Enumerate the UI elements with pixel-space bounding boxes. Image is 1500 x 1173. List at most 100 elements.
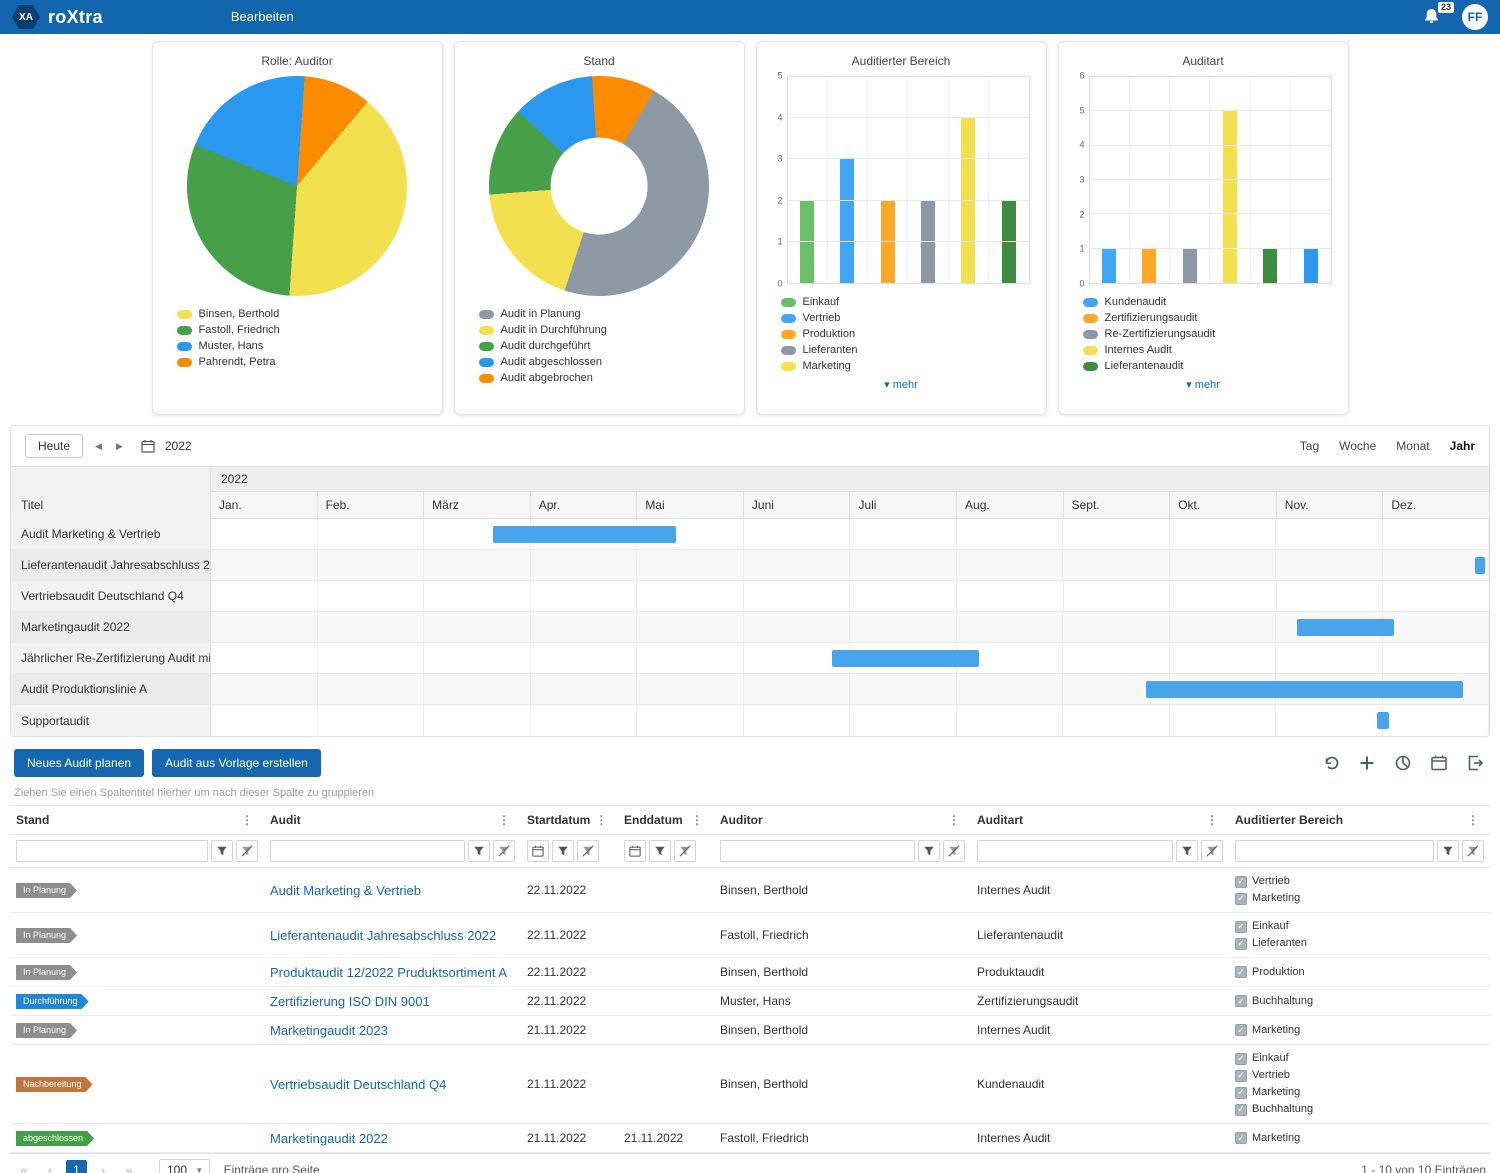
audit-link[interactable]: Zertifizierung ISO DIN 9001 xyxy=(270,993,430,1009)
bereich-checkbox-item[interactable]: ✓ Marketing xyxy=(1235,890,1484,907)
audit-link[interactable]: Marketingaudit 2022 xyxy=(270,1130,388,1146)
audit-link[interactable]: Lieferantenaudit Jahresabschluss 2022 xyxy=(270,927,497,943)
today-button[interactable]: Heute xyxy=(25,434,84,458)
audit-from-template-button[interactable]: Audit aus Vorlage erstellen xyxy=(152,749,321,777)
filter-input-auditart[interactable] xyxy=(977,840,1173,862)
clear-filter-button[interactable] xyxy=(577,840,599,862)
gantt-bar[interactable] xyxy=(1297,619,1395,636)
next-period-icon[interactable]: ▶ xyxy=(115,440,123,451)
bereich-checkbox-item[interactable]: ✓ Einkauf xyxy=(1235,918,1484,935)
column-menu-icon[interactable]: ⋮ xyxy=(241,813,253,827)
gantt-bar[interactable] xyxy=(1146,681,1464,698)
next-page-button[interactable]: › xyxy=(100,1162,106,1173)
bereich-checkbox-item[interactable]: ✓ Vertrieb xyxy=(1235,1067,1484,1084)
legend-item[interactable]: Audit in Planung xyxy=(478,308,730,320)
menu-item-bearbeiten[interactable]: Bearbeiten xyxy=(230,9,294,24)
clear-filter-button[interactable] xyxy=(493,840,515,862)
gantt-bar[interactable] xyxy=(1376,712,1390,729)
filter-input-stand[interactable] xyxy=(16,840,208,862)
audit-link[interactable]: Vertriebsaudit Deutschland Q4 xyxy=(270,1076,447,1092)
calendar-icon[interactable] xyxy=(1430,754,1448,772)
legend-item[interactable]: Produktion xyxy=(780,328,1032,340)
column-header-auditart[interactable]: Auditart ⋮ xyxy=(971,806,1229,834)
filter-button[interactable] xyxy=(1437,840,1459,862)
gantt-year[interactable]: 2022 xyxy=(164,439,192,453)
legend-item[interactable]: Pahrendt, Petra xyxy=(176,356,428,368)
filter-input-audit[interactable] xyxy=(270,840,465,862)
legend-more-link[interactable]: ▾ mehr xyxy=(1186,379,1220,391)
column-header-stand[interactable]: Stand ⋮ xyxy=(10,806,264,834)
notifications-bell-icon[interactable]: 23 xyxy=(1422,2,1454,27)
legend-item[interactable]: Lieferantenaudit xyxy=(1082,360,1334,372)
legend-item[interactable]: Muster, Hans xyxy=(176,340,428,352)
legend-item[interactable]: Marketing xyxy=(780,360,1032,372)
filter-button[interactable] xyxy=(649,840,671,862)
pie-chart-icon[interactable] xyxy=(1394,754,1412,772)
column-header-auditierter-bereich[interactable]: Auditierter Bereich ⋮ xyxy=(1229,806,1490,834)
legend-item[interactable]: Fastoll, Friedrich xyxy=(176,324,428,336)
column-header-auditor[interactable]: Auditor ⋮ xyxy=(714,806,971,834)
column-header-enddatum[interactable]: Enddatum ⋮ xyxy=(618,806,714,834)
clear-filter-button[interactable] xyxy=(1201,840,1223,862)
filter-button[interactable] xyxy=(468,840,490,862)
column-menu-icon[interactable]: ⋮ xyxy=(595,813,608,827)
filter-input-auditor[interactable] xyxy=(720,840,915,862)
column-menu-icon[interactable]: ⋮ xyxy=(498,813,510,827)
view-mode-jahr[interactable]: Jahr xyxy=(1449,439,1475,453)
column-header-audit[interactable]: Audit ⋮ xyxy=(264,806,521,834)
bereich-checkbox-item[interactable]: ✓ Buchhaltung xyxy=(1235,1101,1484,1118)
filter-button[interactable] xyxy=(1176,840,1198,862)
last-page-button[interactable]: » xyxy=(125,1162,133,1173)
legend-item[interactable]: Audit in Durchführung xyxy=(478,324,730,336)
bereich-checkbox-item[interactable]: ✓ Marketing xyxy=(1235,1130,1484,1147)
view-mode-monat[interactable]: Monat xyxy=(1396,439,1430,453)
legend-item[interactable]: Lieferanten xyxy=(780,344,1032,356)
undo-icon[interactable] xyxy=(1322,754,1340,772)
date-picker-button[interactable] xyxy=(624,840,646,862)
legend-item[interactable]: Kundenaudit xyxy=(1082,296,1334,308)
bereich-checkbox-item[interactable]: ✓ Vertrieb xyxy=(1235,873,1484,890)
clear-filter-button[interactable] xyxy=(236,840,258,862)
new-audit-button[interactable]: Neues Audit planen xyxy=(14,749,145,777)
calendar-icon[interactable] xyxy=(141,439,155,453)
date-picker-button[interactable] xyxy=(527,840,549,862)
legend-item[interactable]: Audit durchgeführt xyxy=(478,340,730,352)
audit-link[interactable]: Marketingaudit 2023 xyxy=(270,1022,388,1038)
legend-item[interactable]: Internes Audit xyxy=(1082,344,1334,356)
filter-input-auditierter-bereich[interactable] xyxy=(1235,840,1434,862)
legend-item[interactable]: Binsen, Berthold xyxy=(176,308,428,320)
bereich-checkbox-item[interactable]: ✓ Marketing xyxy=(1235,1084,1484,1101)
audit-link[interactable]: Audit Marketing & Vertrieb xyxy=(270,882,422,898)
filter-button[interactable] xyxy=(211,840,233,862)
legend-item[interactable]: Audit abgeschlossen xyxy=(478,356,730,368)
view-mode-woche[interactable]: Woche xyxy=(1339,439,1377,453)
legend-item[interactable]: Zertifizierungsaudit xyxy=(1082,312,1334,324)
column-header-startdatum[interactable]: Startdatum ⋮ xyxy=(521,806,618,834)
view-mode-tag[interactable]: Tag xyxy=(1299,439,1320,453)
column-menu-icon[interactable]: ⋮ xyxy=(691,813,703,827)
gantt-bar[interactable] xyxy=(493,526,677,543)
column-menu-icon[interactable]: ⋮ xyxy=(1467,813,1479,827)
legend-item[interactable]: Einkauf xyxy=(780,296,1032,308)
bereich-checkbox-item[interactable]: ✓ Buchhaltung xyxy=(1235,993,1484,1010)
current-page-button[interactable]: 1 xyxy=(66,1159,87,1173)
user-avatar[interactable]: FF xyxy=(1462,4,1488,30)
column-menu-icon[interactable]: ⋮ xyxy=(1206,813,1218,827)
bereich-checkbox-item[interactable]: ✓ Lieferanten xyxy=(1235,935,1484,952)
legend-more-link[interactable]: ▾ mehr xyxy=(884,379,918,391)
clear-filter-button[interactable] xyxy=(943,840,965,862)
legend-item[interactable]: Vertrieb xyxy=(780,312,1032,324)
clear-filter-button[interactable] xyxy=(674,840,696,862)
clear-filter-button[interactable] xyxy=(1462,840,1484,862)
prev-page-button[interactable]: ‹ xyxy=(47,1162,53,1173)
bereich-checkbox-item[interactable]: ✓ Marketing xyxy=(1235,1022,1484,1039)
bereich-checkbox-item[interactable]: ✓ Einkauf xyxy=(1235,1050,1484,1067)
add-icon[interactable] xyxy=(1358,754,1376,772)
export-icon[interactable] xyxy=(1466,754,1484,772)
bereich-checkbox-item[interactable]: ✓ Produktion xyxy=(1235,964,1484,981)
first-page-button[interactable]: « xyxy=(20,1162,28,1173)
column-menu-icon[interactable]: ⋮ xyxy=(948,813,960,827)
page-size-select[interactable]: 100 ▾ xyxy=(159,1159,210,1173)
audit-link[interactable]: Produktaudit 12/2022 Pruduktsortiment A xyxy=(270,964,508,980)
filter-button[interactable] xyxy=(918,840,940,862)
